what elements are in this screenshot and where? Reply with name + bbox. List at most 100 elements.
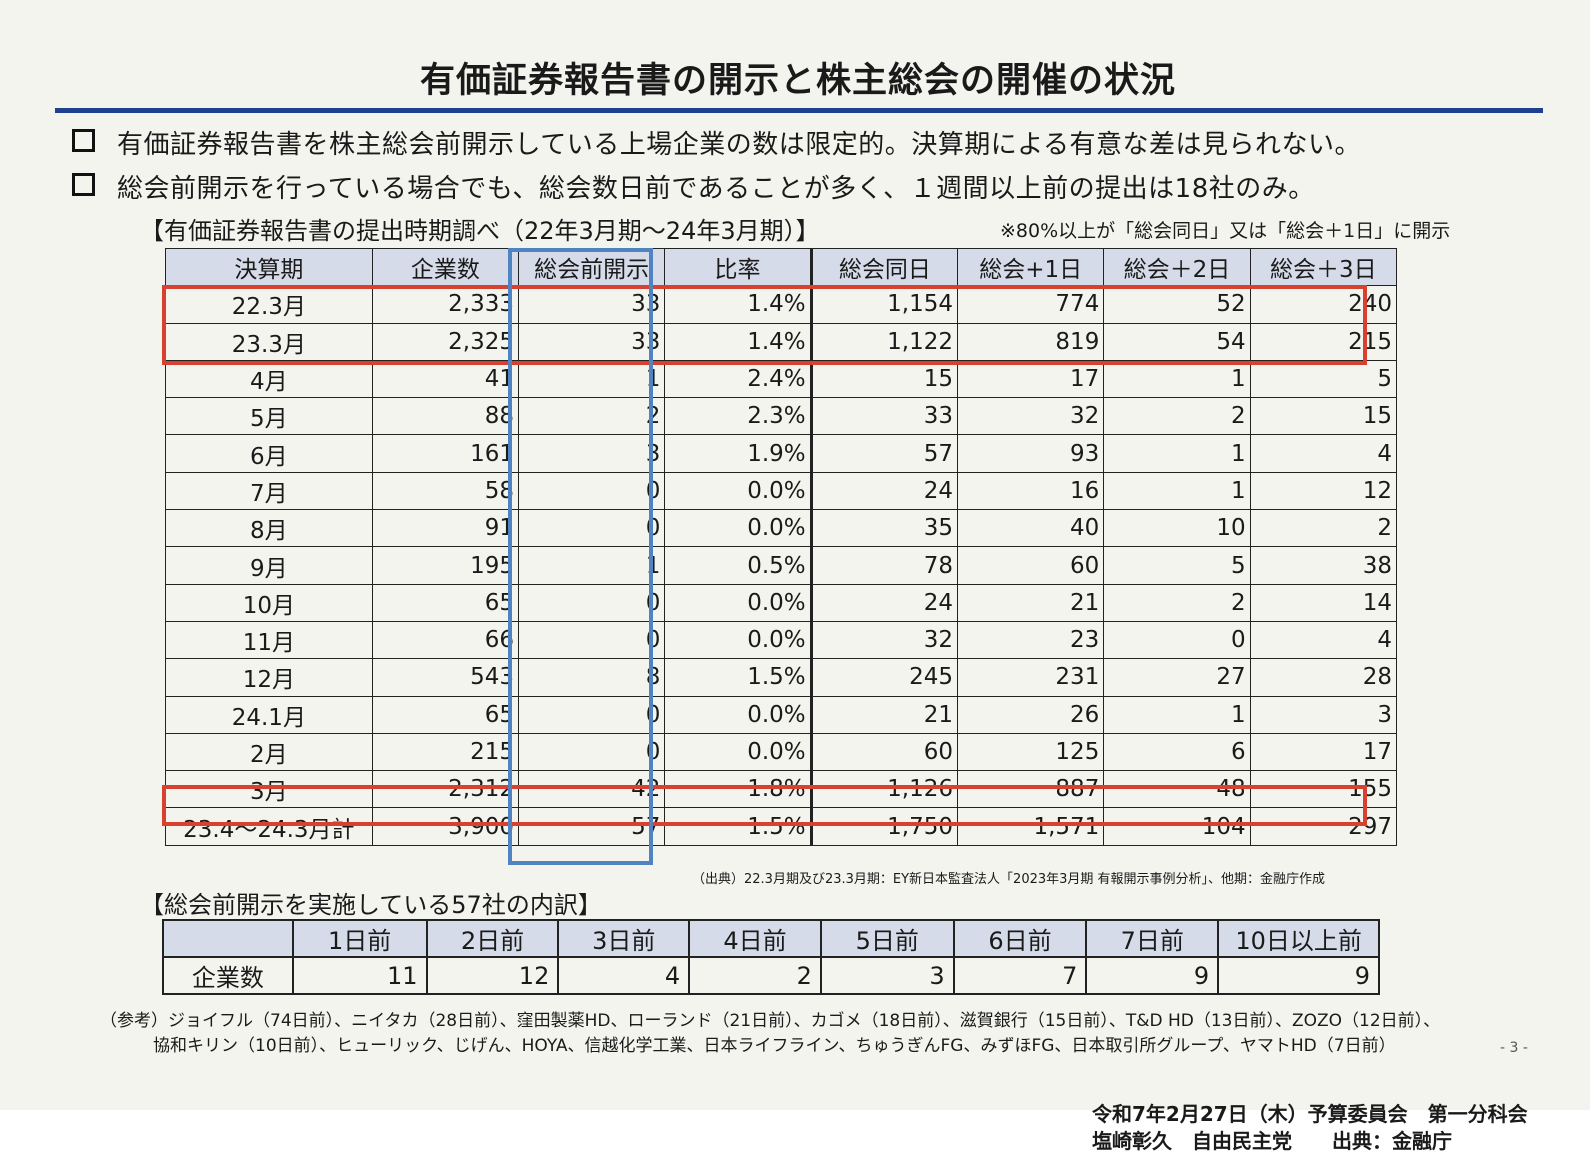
main-table-note: ※80%以上が「総会同日」又は「総会＋1日」に開示 — [1000, 220, 1451, 242]
table-cell: 4 — [557, 956, 691, 995]
table-cell: 38 — [1249, 546, 1398, 585]
table-cell: 887 — [956, 770, 1105, 809]
table-cell: 240 — [1249, 285, 1398, 324]
table-cell: 1,571 — [956, 807, 1105, 846]
bullet-2: 総会前開示を行っている場合でも、総会数日前であることが多く、１週間以上前の提出は… — [72, 168, 1315, 205]
table-cell: 32 — [956, 397, 1105, 436]
table-cell: 65 — [371, 583, 520, 622]
table-header-row: 決算期 企業数 総会前開示 比率 総会同日 総会+1日 総会＋2日 総会＋3日 — [165, 247, 1398, 287]
table-cell: 155 — [1249, 770, 1398, 809]
column-header: 3日前 — [557, 919, 691, 958]
table-cell: 3 — [819, 956, 955, 995]
table-cell: 2,325 — [371, 322, 520, 361]
table-cell: 28 — [1249, 658, 1398, 697]
table-cell: 33 — [810, 397, 959, 436]
table-row: 3月 2,312 42 1.8% 1,126 887 48 155 — [165, 770, 1398, 809]
bullet-1-text: 有価証券報告書を株主総会前開示している上場企業の数は限定的。決算期による有意な差… — [117, 130, 1361, 160]
table-cell: 21 — [956, 583, 1105, 622]
table-cell: 0.0% — [664, 732, 813, 772]
column-header: 決算期 — [165, 247, 373, 287]
table-cell: 6 — [1103, 732, 1251, 772]
row-label: 5月 — [165, 397, 373, 436]
table-cell: 1,154 — [810, 285, 959, 324]
table-cell: 0.0% — [664, 695, 813, 734]
table-cell: 0 — [518, 620, 666, 660]
row-label: 23.4～24.3月計 — [165, 807, 373, 846]
bullet-2-text: 総会前開示を行っている場合でも、総会数日前であることが多く、１週間以上前の提出は… — [117, 174, 1315, 204]
column-header: 企業数 — [371, 247, 520, 287]
table-cell: 1,750 — [810, 807, 959, 846]
table-cell: 0 — [518, 509, 666, 548]
row-label: 2月 — [165, 732, 373, 772]
table-cell: 2 — [1103, 397, 1251, 436]
square-bullet-icon — [72, 173, 95, 196]
table-cell: 21 — [810, 695, 959, 734]
table-cell: 215 — [371, 732, 520, 772]
table-row: 企業数 11 12 4 2 3 7 9 9 — [162, 956, 1380, 995]
page-title: 有価証券報告書の開示と株主総会の開催の状況 — [419, 61, 1176, 101]
table-cell: 0.0% — [664, 583, 813, 622]
table-cell: 3 — [1249, 695, 1398, 734]
table-cell: 1.5% — [664, 658, 813, 697]
table-cell: 23 — [956, 620, 1105, 660]
table-cell: 1.4% — [664, 322, 813, 361]
table-row: 8月 91 0 0.0% 35 40 10 2 — [165, 509, 1398, 548]
table-cell: 15 — [1249, 397, 1398, 436]
title-underline — [55, 108, 1543, 113]
table-cell: 33 — [518, 285, 666, 324]
table-cell: 11 — [291, 956, 428, 995]
table-cell: 24 — [810, 471, 959, 511]
page-number: - 3 - — [1500, 1040, 1528, 1056]
table-cell: 10 — [1103, 509, 1251, 548]
footer-line-2: 塩崎彰久 自由民主党 出典：金融庁 — [1092, 1129, 1452, 1153]
table-cell: 297 — [1249, 807, 1398, 846]
column-header: 2日前 — [425, 919, 560, 958]
row-label: 23.3月 — [165, 322, 373, 361]
breakdown-heading: 【総会前開示を実施している57社の内訳】 — [140, 891, 602, 919]
table-cell: 35 — [810, 509, 959, 548]
table-cell: 0 — [518, 732, 666, 772]
table-cell: 2.3% — [664, 397, 813, 436]
table-cell: 65 — [371, 695, 520, 734]
table-cell: 2 — [688, 956, 822, 995]
table-cell: 819 — [956, 322, 1105, 361]
row-label: 22.3月 — [165, 285, 373, 324]
reference-line-2: 協和キリン（10日前）、ヒューリック、じげん、HOYA、信越化学工業、日本ライフ… — [153, 1036, 1396, 1056]
table-cell: 1 — [1103, 359, 1251, 399]
column-header — [162, 919, 294, 958]
table-cell: 0 — [518, 695, 666, 734]
column-header: 比率 — [664, 247, 813, 287]
row-label: 10月 — [165, 583, 373, 622]
row-label: 24.1月 — [165, 695, 373, 734]
table-cell: 14 — [1249, 583, 1398, 622]
table-cell: 0.0% — [664, 620, 813, 660]
table-cell: 57 — [810, 434, 959, 473]
table-cell: 15 — [810, 359, 959, 399]
document-page: 有価証券報告書の開示と株主総会の開催の状況 有価証券報告書を株主総会前開示してい… — [0, 0, 1590, 1110]
footer-line-1: 令和7年2月27日（木）予算委員会 第一分科会 — [1092, 1102, 1528, 1126]
table-cell: 91 — [371, 509, 520, 548]
column-header: 1日前 — [291, 919, 428, 958]
column-header: 総会＋3日 — [1249, 247, 1398, 287]
table-cell: 195 — [371, 546, 520, 585]
table-cell: 27 — [1103, 658, 1251, 697]
table-cell: 54 — [1103, 322, 1251, 361]
row-label: 12月 — [165, 658, 373, 697]
column-header: 総会+1日 — [956, 247, 1105, 287]
table-row: 24.1月 65 0 0.0% 21 26 1 3 — [165, 695, 1398, 734]
table-cell: 78 — [810, 546, 959, 585]
table-cell: 2.4% — [664, 359, 813, 399]
table-cell: 41 — [371, 359, 520, 399]
table-cell: 8 — [518, 658, 666, 697]
table-cell: 42 — [518, 770, 666, 809]
table-cell: 3,900 — [371, 807, 520, 846]
table-row: 5月 88 2 2.3% 33 32 2 15 — [165, 397, 1398, 436]
table-cell: 88 — [371, 397, 520, 436]
table-cell: 32 — [810, 620, 959, 660]
table-cell: 245 — [810, 658, 959, 697]
source-note: （出典）22.3月期及び23.3月期：EY新日本監査法人「2023年3月期 有報… — [692, 872, 1326, 887]
table-row: 23.3月 2,325 33 1.4% 1,122 819 54 215 — [165, 322, 1398, 361]
table-cell: 1.4% — [664, 285, 813, 324]
table-cell: 48 — [1103, 770, 1251, 809]
table-row: 12月 543 8 1.5% 245 231 27 28 — [165, 658, 1398, 697]
